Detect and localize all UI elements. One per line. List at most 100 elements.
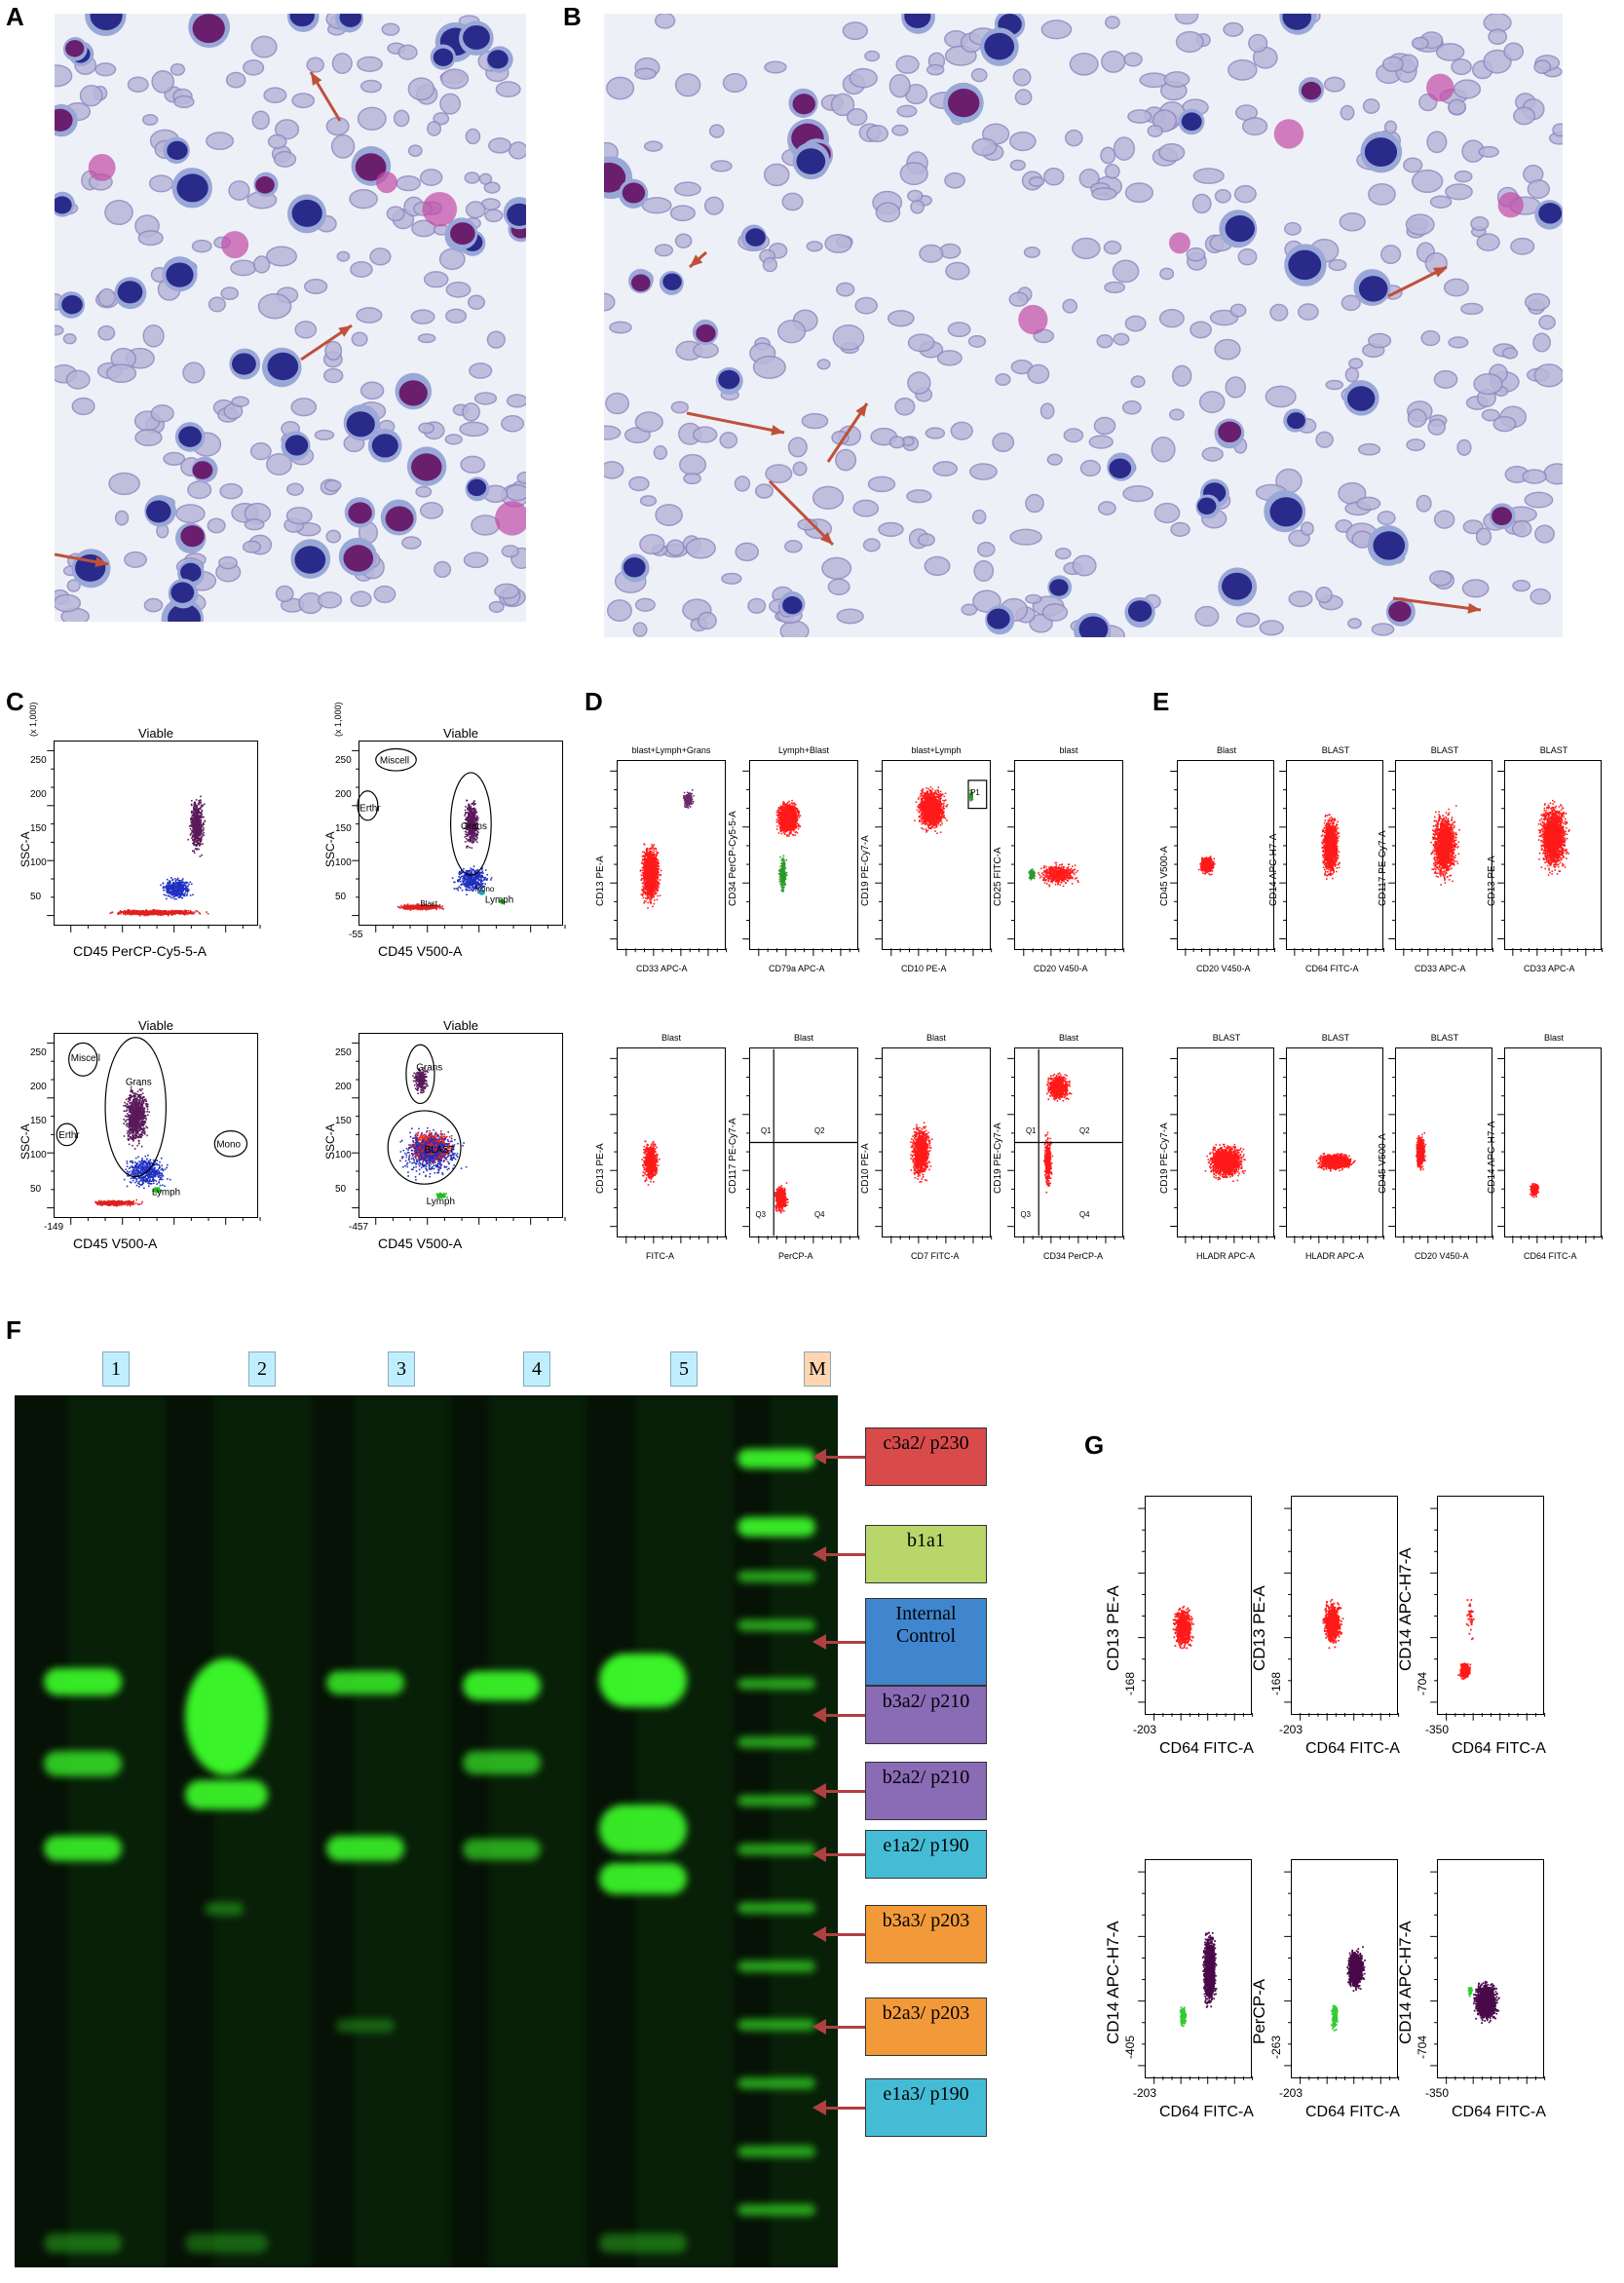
plot-title: Blast (1014, 1033, 1123, 1043)
panel-label-a: A (6, 2, 24, 32)
x-axis-label: FITC-A (646, 1251, 674, 1261)
x-min-label: -149 (44, 1222, 63, 1233)
flow-plot: P1 (875, 760, 993, 957)
y-axis-label: CD117 PE-Cy7-A (1378, 830, 1388, 906)
gate-label: Q4 (814, 1210, 825, 1219)
micrograph-b (604, 14, 1563, 637)
band-arrow-head (812, 1846, 826, 1862)
plot-title: blast (1014, 745, 1123, 755)
band-label-line-1: b3a2/ p210 (868, 1691, 984, 1713)
plot-title: Viable (417, 1018, 505, 1033)
gate-label: Q1 (1026, 1126, 1036, 1135)
band-label: b1a1 (865, 1525, 987, 1583)
y-tick-label: 250 (30, 1047, 47, 1058)
scale-label: (x 1,000) (333, 702, 343, 737)
y-tick-label: 100 (30, 857, 47, 868)
y-axis-label: CD117 PE-Cy7-A (728, 1118, 738, 1194)
flow-plot (1007, 760, 1125, 957)
band-label: Internal Control (865, 1598, 987, 1686)
gate-label: Lymph (427, 1197, 455, 1207)
gate-label: BLAST (425, 1145, 455, 1156)
panel-label-c: C (6, 687, 24, 717)
y-min-label: -168 (1269, 1672, 1283, 1695)
x-axis-label: CD45 V500-A (378, 943, 462, 959)
x-axis-label: CD64 FITC-A (1524, 1251, 1577, 1261)
plot-title: BLAST (1395, 1033, 1494, 1043)
y-axis-label: CD13 PE-A (1487, 856, 1497, 906)
y-axis-label: CD14 APC-H7-A (1396, 1547, 1416, 1671)
x-axis-label: CD33 APC-A (1415, 964, 1466, 973)
y-axis-label: CD13 PE-A (595, 1143, 606, 1194)
x-axis-label: CD64 FITC-A (1305, 2104, 1400, 2121)
lane-label: 4 (523, 1351, 550, 1387)
flow-plot: Miscell Erthr Grans Mono Lymph Blast (352, 741, 566, 932)
band-label: e1a3/ p190 (865, 2078, 987, 2137)
y-axis-label: CD14 APC-H7-A (1396, 1921, 1416, 2044)
gate-label: Lymph (485, 894, 513, 905)
x-min-label: -203 (1279, 1723, 1303, 1736)
y-tick-label: 50 (30, 892, 41, 902)
band-arrow-head (812, 1546, 826, 1562)
x-min-label: -350 (1425, 2086, 1449, 2100)
y-tick-label: 200 (30, 1082, 47, 1092)
gate-label: Miscell (71, 1053, 100, 1064)
plot-title: Blast (1177, 745, 1276, 755)
gate-label: Q2 (1079, 1126, 1089, 1135)
flow-plot (1284, 1496, 1400, 1721)
gate-label: Lymph (152, 1187, 180, 1198)
flow-plot (1430, 1496, 1546, 1721)
plot-title: Blast (1504, 1033, 1604, 1043)
x-axis-label: CD33 APC-A (1524, 964, 1575, 973)
band-label: b2a3/ p203 (865, 1998, 987, 2056)
scale-label: (x 1,000) (28, 702, 38, 737)
band-arrow (824, 1456, 865, 1459)
y-axis-label: CD14 APC-H7-A (1104, 1921, 1123, 2044)
y-tick-label: 200 (335, 1082, 352, 1092)
band-label-line-2: Control (868, 1625, 984, 1648)
band-arrow (824, 1553, 865, 1556)
x-axis-label: CD79a APC-A (769, 964, 825, 973)
plot-title: BLAST (1286, 745, 1385, 755)
flow-plot (875, 1047, 993, 1244)
x-axis-label: CD33 APC-A (636, 964, 688, 973)
gate-label: Q4 (1079, 1210, 1090, 1219)
band-label: e1a2/ p190 (865, 1830, 987, 1879)
flow-plot (1388, 760, 1493, 956)
y-tick-label: 150 (335, 1116, 352, 1126)
flow-plot (1284, 1859, 1400, 2084)
x-min-label: -457 (349, 1222, 368, 1233)
band-label-line-1: b3a3/ p203 (868, 1910, 984, 1932)
y-min-label: -405 (1123, 2036, 1137, 2059)
panel-label-g: G (1084, 1430, 1104, 1461)
y-tick-label: 150 (30, 1116, 47, 1126)
x-axis-label: CD10 PE-A (901, 964, 947, 973)
y-tick-label: 100 (335, 857, 352, 868)
y-min-label: -168 (1123, 1672, 1137, 1695)
x-axis-label: CD45 V500-A (378, 1236, 462, 1251)
band-label: b3a3/ p203 (865, 1905, 987, 1963)
x-axis-label: CD64 FITC-A (1452, 1740, 1546, 1758)
y-axis-label: CD19 PE-Cy7-A (1159, 1122, 1170, 1194)
y-axis-label: CD19 PE-Cy7-A (860, 835, 871, 906)
gate-label: Mono (475, 885, 495, 894)
gate-label: Grans (126, 1078, 152, 1088)
y-min-label: -704 (1416, 1672, 1429, 1695)
x-min-label: -203 (1133, 2086, 1156, 2100)
band-arrow (824, 1933, 865, 1936)
plot-title: blast+Lymph+Grans (617, 745, 726, 755)
band-arrow-head (812, 2019, 826, 2035)
x-axis-label: PerCP-A (778, 1251, 813, 1261)
x-axis-label: CD20 V450-A (1034, 964, 1088, 973)
gate-label: P1 (970, 788, 980, 797)
band-arrow-head (812, 1449, 826, 1465)
y-tick-label: 50 (335, 1184, 346, 1195)
y-axis-label: CD14 APC-H7-A (1268, 834, 1279, 906)
flow-plot (1430, 1859, 1546, 2084)
gate-label: Grans (461, 821, 487, 832)
flow-plot: Grans BLAST Lymph (352, 1033, 566, 1225)
y-tick-label: 200 (30, 789, 47, 800)
y-axis-label: CD13 PE-A (1104, 1585, 1123, 1671)
band-arrow-head (812, 1926, 826, 1942)
plot-title: Lymph+Blast (749, 745, 858, 755)
band-label-line-1: e1a2/ p190 (868, 1835, 984, 1857)
